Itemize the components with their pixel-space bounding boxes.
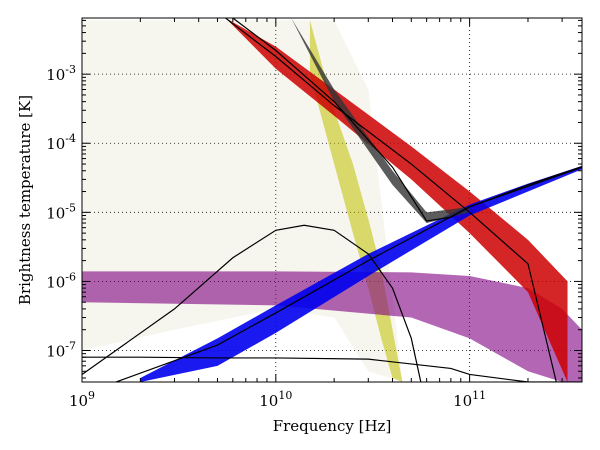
posterior-band-2 [82, 271, 582, 382]
y-tick-label-base: 10 [46, 343, 65, 361]
y-tick-label-exponent: -6 [65, 270, 76, 283]
plot-frame [81, 17, 583, 383]
y-tick-label-exponent: -4 [65, 132, 76, 145]
x-tick-label-base: 10 [69, 392, 88, 410]
x-tick-label: 1010 [259, 389, 292, 410]
series-line-1 [82, 224, 422, 382]
y-tick-label: 10-5 [46, 201, 76, 222]
y-tick-label-base: 10 [46, 204, 65, 222]
posterior-bands [82, 18, 582, 382]
y-axis-label: Brightness temperature [K] [16, 95, 34, 305]
y-tick-labels: 10-710-610-510-410-3 [46, 63, 76, 360]
x-tick-label-base: 10 [453, 392, 472, 410]
series-line-2 [82, 356, 582, 382]
y-tick-label-exponent: -7 [65, 340, 76, 353]
series-line-0 [232, 18, 582, 222]
posterior-band-4 [140, 165, 582, 382]
x-tick-label-base: 10 [259, 392, 278, 410]
series-lines [82, 18, 582, 382]
y-tick-label: 10-4 [46, 132, 76, 153]
y-tick-label-exponent: -3 [65, 63, 76, 76]
y-tick-label: 10-6 [46, 270, 76, 291]
axis-ticks [81, 18, 582, 382]
x-tick-label-exponent: 11 [472, 389, 486, 402]
y-tick-label-exponent: -5 [65, 201, 76, 214]
y-tick-label-base: 10 [46, 66, 65, 84]
x-tick-label-exponent: 9 [88, 389, 95, 402]
x-tick-labels: 109 1010 1011 [69, 389, 486, 410]
series-line-4 [225, 18, 557, 382]
series-line-3 [115, 166, 582, 382]
x-tick-label-exponent: 10 [278, 389, 292, 402]
y-tick-label: 10-7 [46, 340, 76, 361]
y-tick-label-base: 10 [46, 135, 65, 153]
x-tick-label: 1011 [453, 389, 486, 410]
y-tick-label: 10-3 [46, 63, 76, 84]
x-axis-label: Frequency [Hz] [273, 417, 392, 435]
x-tick-label: 109 [69, 389, 95, 410]
y-tick-label-base: 10 [46, 273, 65, 291]
